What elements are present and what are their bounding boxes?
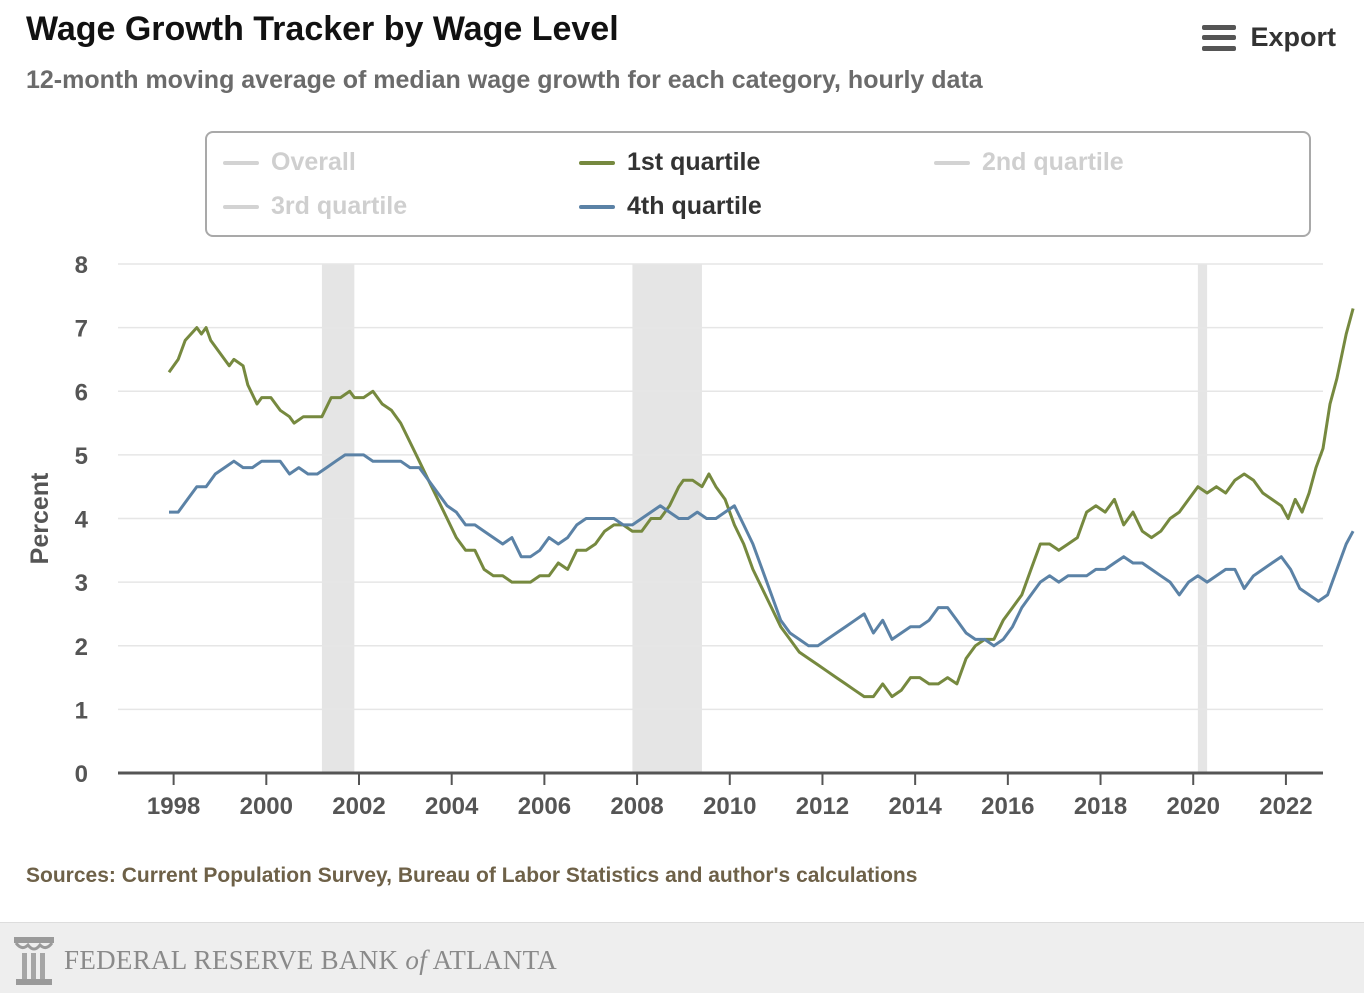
y-tick-label: 7 <box>75 316 88 343</box>
bank-name-post: ATLANTA <box>427 945 557 975</box>
legend-label: 1st quartile <box>627 148 761 176</box>
y-tick-label: 6 <box>75 379 88 406</box>
legend-item-1st-quartile[interactable]: 1st quartile <box>579 148 760 177</box>
legend-label: 4th quartile <box>627 192 762 220</box>
chart-legend: Overall 1st quartile 2nd quartile 3rd qu… <box>205 131 1311 237</box>
y-tick-label: 4 <box>75 507 89 534</box>
x-tick-label: 2012 <box>796 793 849 820</box>
y-tick-label: 5 <box>75 443 88 470</box>
x-tick-label: 2014 <box>888 793 942 820</box>
y-axis-title: Percent <box>26 472 54 564</box>
x-tick-label: 2000 <box>240 793 293 820</box>
x-tick-label: 2018 <box>1074 793 1127 820</box>
legend-item-3rd-quartile[interactable]: 3rd quartile <box>223 192 407 221</box>
series-line-1st-quartile[interactable] <box>167 308 1355 699</box>
x-tick-label: 2004 <box>425 793 479 820</box>
series-lines <box>167 308 1355 699</box>
footer-bar: FEDERAL RESERVE BANK of ATLANTA <box>0 922 1364 993</box>
series-line-4th-quartile[interactable] <box>169 453 1355 648</box>
x-tick-label: 2002 <box>332 793 385 820</box>
x-tick-label: 2010 <box>703 793 756 820</box>
legend-swatch <box>934 160 970 165</box>
x-tick-label: 2016 <box>981 793 1034 820</box>
x-tick-label: 2008 <box>610 793 663 820</box>
bank-name: FEDERAL RESERVE BANK of ATLANTA <box>64 945 557 976</box>
legend-item-4th-quartile[interactable]: 4th quartile <box>579 192 762 221</box>
x-tick-label: 2022 <box>1259 793 1312 820</box>
y-tick-label: 0 <box>75 761 88 788</box>
line-chart: 0 1 2 3 4 5 6 7 8 1998 2000 2002 2004 2006 2008 2010 20… <box>26 252 1355 820</box>
hamburger-menu-icon <box>1202 24 1237 51</box>
legend-swatch <box>223 160 259 165</box>
bank-name-of: of <box>405 945 428 975</box>
chart-title: Wage Growth Tracker by Wage Level <box>26 10 619 48</box>
y-tick-label: 3 <box>75 570 88 597</box>
legend-item-2nd-quartile[interactable]: 2nd quartile <box>934 148 1124 177</box>
export-button[interactable]: Export <box>1202 22 1336 53</box>
legend-item-overall[interactable]: Overall <box>223 148 356 177</box>
legend-swatch <box>579 160 615 165</box>
legend-label: 2nd quartile <box>982 148 1124 176</box>
y-tick-label: 1 <box>75 697 88 724</box>
y-tick-label: 2 <box>75 634 88 661</box>
x-tick-label: 2020 <box>1167 793 1220 820</box>
x-axis-ticks: 1998 2000 2002 2004 2006 2008 2010 2012 2014 2016… <box>147 773 1313 820</box>
y-axis-ticks: 0 1 2 3 4 5 6 7 8 <box>75 252 89 788</box>
chart-subtitle: 12-month moving average of median wage g… <box>26 66 983 94</box>
gridlines <box>118 263 1323 775</box>
legend-swatch <box>579 204 615 209</box>
bank-name-pre: FEDERAL RESERVE BANK <box>64 945 406 975</box>
legend-label: Overall <box>271 148 356 176</box>
y-tick-label: 8 <box>75 252 88 279</box>
sources-note: Sources: Current Population Survey, Bure… <box>26 864 918 887</box>
x-tick-label: 1998 <box>147 793 200 820</box>
legend-label: 3rd quartile <box>271 192 408 220</box>
federal-reserve-column-icon <box>14 937 54 985</box>
export-label: Export <box>1250 22 1336 52</box>
legend-swatch <box>223 204 259 209</box>
x-tick-label: 2006 <box>518 793 571 820</box>
